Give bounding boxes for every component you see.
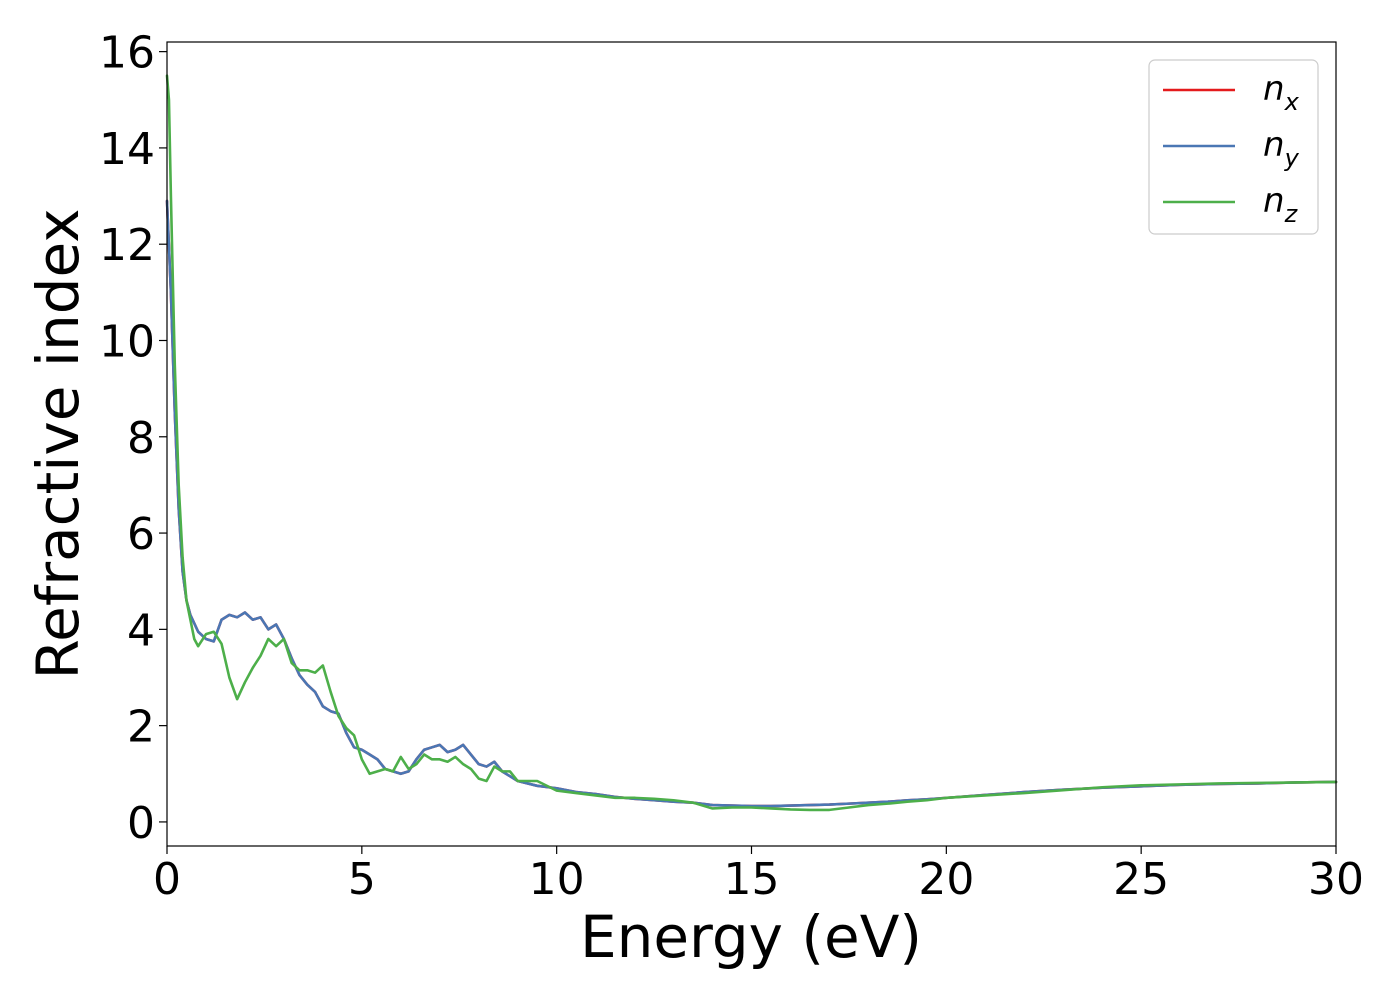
y-tick-label: 14 — [99, 124, 155, 175]
y-tick-label: 10 — [99, 316, 155, 367]
series-layer — [165, 74, 1338, 812]
legend-label-base: n — [1263, 69, 1285, 109]
y-tick-label: 12 — [99, 220, 155, 271]
legend-label-nx: nx — [1263, 69, 1300, 116]
legend-label-base: n — [1263, 125, 1285, 165]
x-tick-label: 15 — [724, 854, 780, 905]
x-tick-label: 5 — [348, 854, 376, 905]
x-tick-label: 30 — [1308, 854, 1364, 905]
x-axis-ticks: 0 5 10 15 20 25 30 — [153, 846, 1364, 905]
x-axis-label: Energy (eV) — [580, 903, 922, 971]
x-tick-label: 10 — [529, 854, 585, 905]
y-tick-label: 16 — [99, 28, 155, 79]
series-line-ny — [165, 199, 1338, 808]
y-tick-label: 4 — [127, 605, 155, 656]
legend-label-subscript: x — [1284, 88, 1300, 116]
legend-label-ny: ny — [1263, 125, 1300, 172]
plot-background — [167, 42, 1336, 846]
x-tick-label: 20 — [918, 854, 974, 905]
y-tick-label: 0 — [127, 798, 155, 849]
legend-label-nz: nz — [1263, 181, 1299, 228]
y-tick-label: 2 — [127, 702, 155, 753]
x-tick-label: 0 — [153, 854, 181, 905]
legend-label-subscript: z — [1284, 200, 1299, 228]
x-tick-label: 25 — [1113, 854, 1169, 905]
legend-label-subscript: y — [1284, 144, 1300, 172]
legend-label-base: n — [1263, 181, 1285, 221]
y-tick-label: 6 — [127, 509, 155, 560]
series-line-nz — [165, 74, 1338, 812]
y-axis-label: Refractive index — [24, 208, 92, 679]
y-tick-label: 8 — [127, 413, 155, 464]
y-axis-ticks: 0 2 4 6 8 10 12 14 16 — [99, 28, 167, 849]
